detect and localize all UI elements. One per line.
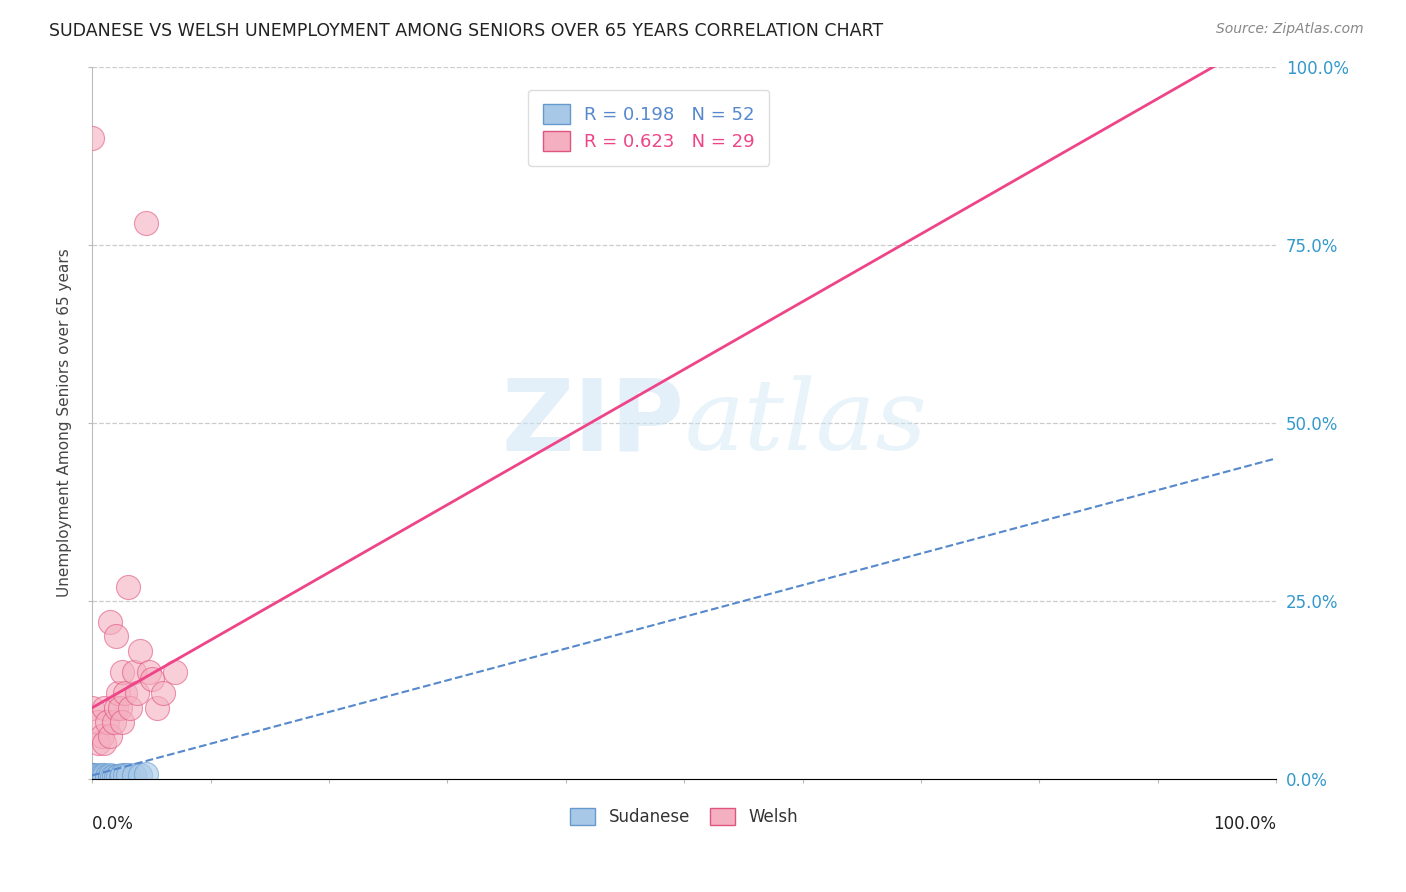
Point [114,768,136,782]
Point [117,768,139,782]
Point [82,772,104,786]
Point [120,700,142,714]
Point [114,686,136,700]
Point [82,770,104,784]
Point [141,672,163,686]
Point [90,772,112,786]
Point [82,772,104,786]
Point [82,772,104,786]
Y-axis label: Unemployment Among Seniors over 65 years: Unemployment Among Seniors over 65 years [58,248,72,597]
Point [90,770,112,784]
Point [93,700,115,714]
Point [82,768,104,782]
Point [82,772,104,786]
Point [101,770,124,784]
Text: 100.0%: 100.0% [1213,814,1277,832]
Point [82,771,104,785]
Point [165,665,187,679]
Point [87,770,110,784]
Point [82,767,104,781]
Text: Source: ZipAtlas.com: Source: ZipAtlas.com [1216,22,1364,37]
Point [93,736,115,750]
Point [87,736,110,750]
Point [111,768,134,782]
Point [103,769,125,783]
Point [90,768,112,782]
Point [98,768,121,782]
Point [82,771,104,785]
Point [87,771,110,785]
Point [107,686,129,700]
Point [122,665,145,679]
Point [104,700,127,714]
Point [98,770,121,784]
Point [82,131,104,145]
Point [90,769,112,783]
Point [128,767,150,781]
Point [84,772,107,786]
Point [87,714,110,729]
Point [122,767,145,781]
Point [93,771,115,785]
Point [104,630,127,644]
Point [93,768,115,782]
Point [146,700,169,714]
Point [82,772,104,786]
Point [84,769,107,783]
Point [111,714,134,729]
Point [82,772,104,786]
Point [127,686,149,700]
Point [152,686,174,700]
Text: 0.0%: 0.0% [93,814,134,832]
Point [82,700,104,714]
Point [104,770,127,784]
Point [96,771,118,785]
Point [82,768,104,782]
Point [96,769,118,783]
Text: ZIP: ZIP [502,375,685,471]
Point [82,772,104,786]
Point [110,769,132,783]
Point [84,771,107,785]
Point [90,771,112,785]
Point [96,714,118,729]
Point [82,770,104,784]
Point [90,729,112,743]
Point [82,769,104,783]
Point [87,768,110,782]
Point [87,772,110,786]
Point [82,772,104,786]
Point [138,665,160,679]
Point [98,771,121,785]
Point [108,700,131,714]
Point [107,769,129,783]
Point [98,729,121,743]
Legend: Sudanese, Welsh: Sudanese, Welsh [562,800,807,835]
Point [82,767,104,781]
Point [111,665,134,679]
Point [135,767,157,781]
Text: SUDANESE VS WELSH UNEMPLOYMENT AMONG SENIORS OVER 65 YEARS CORRELATION CHART: SUDANESE VS WELSH UNEMPLOYMENT AMONG SEN… [49,22,883,40]
Point [82,772,104,786]
Point [98,615,121,630]
Point [93,770,115,784]
Point [103,714,125,729]
Point [93,772,115,786]
Text: atlas: atlas [685,376,927,470]
Point [117,580,139,594]
Point [82,769,104,783]
Point [135,216,157,230]
Point [128,643,150,657]
Point [82,772,104,786]
